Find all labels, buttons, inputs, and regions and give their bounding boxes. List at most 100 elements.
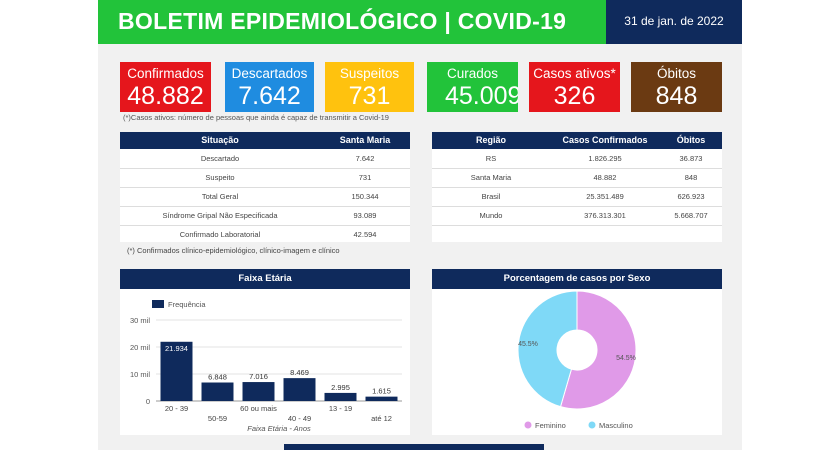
card-value: 731 (348, 82, 391, 110)
column-header: Situação (201, 135, 239, 145)
bar (324, 392, 357, 401)
panel-header: Porcentagem de casos por Sexo (432, 269, 722, 289)
column-header: Região (475, 135, 506, 145)
slice-label: 45.5% (518, 341, 538, 348)
card-value: 326 (553, 82, 596, 110)
card-label: Óbitos (656, 66, 697, 81)
card-label: Suspeitos (339, 66, 400, 81)
sex-pie-chart: 54.5% 45.5% Feminino Masculino (517, 290, 637, 430)
panel-title: Faixa Etária (238, 273, 292, 284)
date-bar: 31 de jan. de 2022 (606, 0, 742, 44)
table-cell: 626.923 (677, 192, 705, 201)
footer-bar (284, 444, 544, 450)
table-row: Suspeito 731 (120, 168, 410, 188)
y-tick-label: 10 mil (130, 370, 150, 379)
active-cases-note: (*)Casos ativos: número de pessoas que a… (123, 113, 389, 122)
card-confirmados: Confirmados 48.882 (120, 62, 211, 112)
card-curados: Curados 45.009 (427, 62, 518, 112)
table-cell: Confirmado Laboratorial (179, 230, 261, 239)
table-row: RS 1.826.295 36.873 (432, 149, 722, 169)
data-label: 8.469 (290, 368, 309, 377)
legend-swatch (588, 421, 596, 429)
panel-title: Porcentagem de casos por Sexo (503, 273, 651, 284)
table-cell: 7.642 (355, 154, 375, 163)
table-row: Descartado 7.642 (120, 149, 410, 169)
table-cell: Suspeito (205, 173, 235, 182)
pie-slice (559, 290, 637, 410)
report-date: 31 de jan. de 2022 (624, 14, 724, 28)
table-cell: 25.351.489 (586, 192, 624, 201)
card-suspeitos: Suspeitos 731 (325, 62, 414, 112)
table-header: Região Casos Confirmados Óbitos (432, 132, 722, 149)
table-cell: Total Geral (201, 192, 239, 201)
card-obitos: Óbitos 848 (631, 62, 722, 112)
table-row: Mundo 376.313.301 5.668.707 (432, 206, 722, 226)
table-row: Santa Maria 48.882 848 (432, 168, 722, 188)
card-value: 48.882 (127, 82, 204, 110)
age-bar-chart: Frequência 0 10 mil 20 mil 30 mil 21.934 20 - … (130, 300, 402, 433)
x-tick-label: até 12 (371, 414, 392, 423)
bar (365, 396, 398, 401)
table-row: Confirmado Laboratorial 42.594 (120, 225, 410, 244)
age-chart-panel: Faixa Etária Frequência 0 10 mil 20 mil 30 m… (120, 269, 410, 435)
table-cell: 1.826.295 (588, 154, 622, 163)
data-label: 21.934 (165, 344, 188, 353)
table-cell: Mundo (479, 211, 503, 220)
bar (242, 382, 275, 401)
legend-label: Feminino (535, 421, 566, 430)
legend-label: Masculino (599, 421, 633, 430)
panel-header: Faixa Etária (120, 269, 410, 289)
card-label: Curados (446, 66, 499, 81)
title-bar: BOLETIM EPIDEMIOLÓGICO | COVID-19 (98, 0, 606, 44)
y-tick-label: 0 (146, 397, 150, 406)
y-tick-label: 30 mil (130, 316, 150, 325)
data-label: 7.016 (249, 372, 268, 381)
pie-slice (517, 290, 578, 408)
slice-label: 54.5% (616, 355, 636, 362)
table-header: Situação Santa Maria (120, 132, 410, 149)
table-cell: RS (485, 154, 497, 163)
table-cell: Santa Maria (470, 173, 512, 182)
table-cell: 848 (684, 173, 698, 182)
table-row: Brasil 25.351.489 626.923 (432, 187, 722, 207)
page-title: BOLETIM EPIDEMIOLÓGICO | COVID-19 (118, 8, 567, 34)
card-value: 45.009 (445, 82, 518, 110)
table-cell: Brasil (481, 192, 501, 201)
legend-swatch (152, 300, 164, 308)
table-cell: 376.313.301 (584, 211, 626, 220)
situacao-table: Situação Santa Maria Descartado 7.642 Su… (120, 132, 410, 242)
x-tick-label: 50-59 (208, 414, 227, 423)
column-header: Casos Confirmados (562, 135, 648, 145)
table-cell: 731 (358, 173, 372, 182)
table-row: Total Geral 150.344 (120, 187, 410, 207)
bar (283, 378, 316, 401)
card-value: 7.642 (238, 82, 301, 110)
card-label: Descartados (231, 66, 308, 81)
card-casos-ativos: Casos ativos* 326 (529, 62, 620, 112)
table-cell: 93.089 (353, 211, 377, 220)
table-cell: 42.594 (353, 230, 377, 239)
table-cell: 5.668.707 (674, 211, 708, 220)
x-tick-label: 40 - 49 (288, 414, 311, 423)
bar (201, 382, 234, 401)
bar (160, 341, 193, 401)
x-axis-title: Faixa Etária - Anos (247, 424, 311, 433)
table-cell: 48.882 (593, 173, 617, 182)
legend-swatch (524, 421, 532, 429)
data-label: 6.848 (208, 373, 227, 382)
table-cell: Síndrome Gripal Não Especificada (162, 211, 278, 220)
card-label: Confirmados (127, 66, 204, 81)
data-label: 2.995 (331, 383, 350, 392)
table-cell: Descartado (200, 154, 240, 163)
situacao-footnote: (*) Confirmados clínico-epidemiológico, … (127, 246, 340, 255)
card-descartados: Descartados 7.642 (225, 62, 314, 112)
y-tick-label: 20 mil (130, 343, 150, 352)
x-tick-label: 60 ou mais (240, 404, 277, 413)
regiao-table: Região Casos Confirmados Óbitos RS 1.826… (432, 132, 722, 242)
column-header: Santa Maria (339, 135, 391, 145)
x-tick-label: 13 - 19 (329, 404, 352, 413)
card-value: 848 (655, 82, 698, 110)
sex-chart-panel: Porcentagem de casos por Sexo 54.5% 45.5%… (432, 269, 722, 435)
table-cell: 150.344 (351, 192, 379, 201)
table-cell: 36.873 (679, 154, 703, 163)
